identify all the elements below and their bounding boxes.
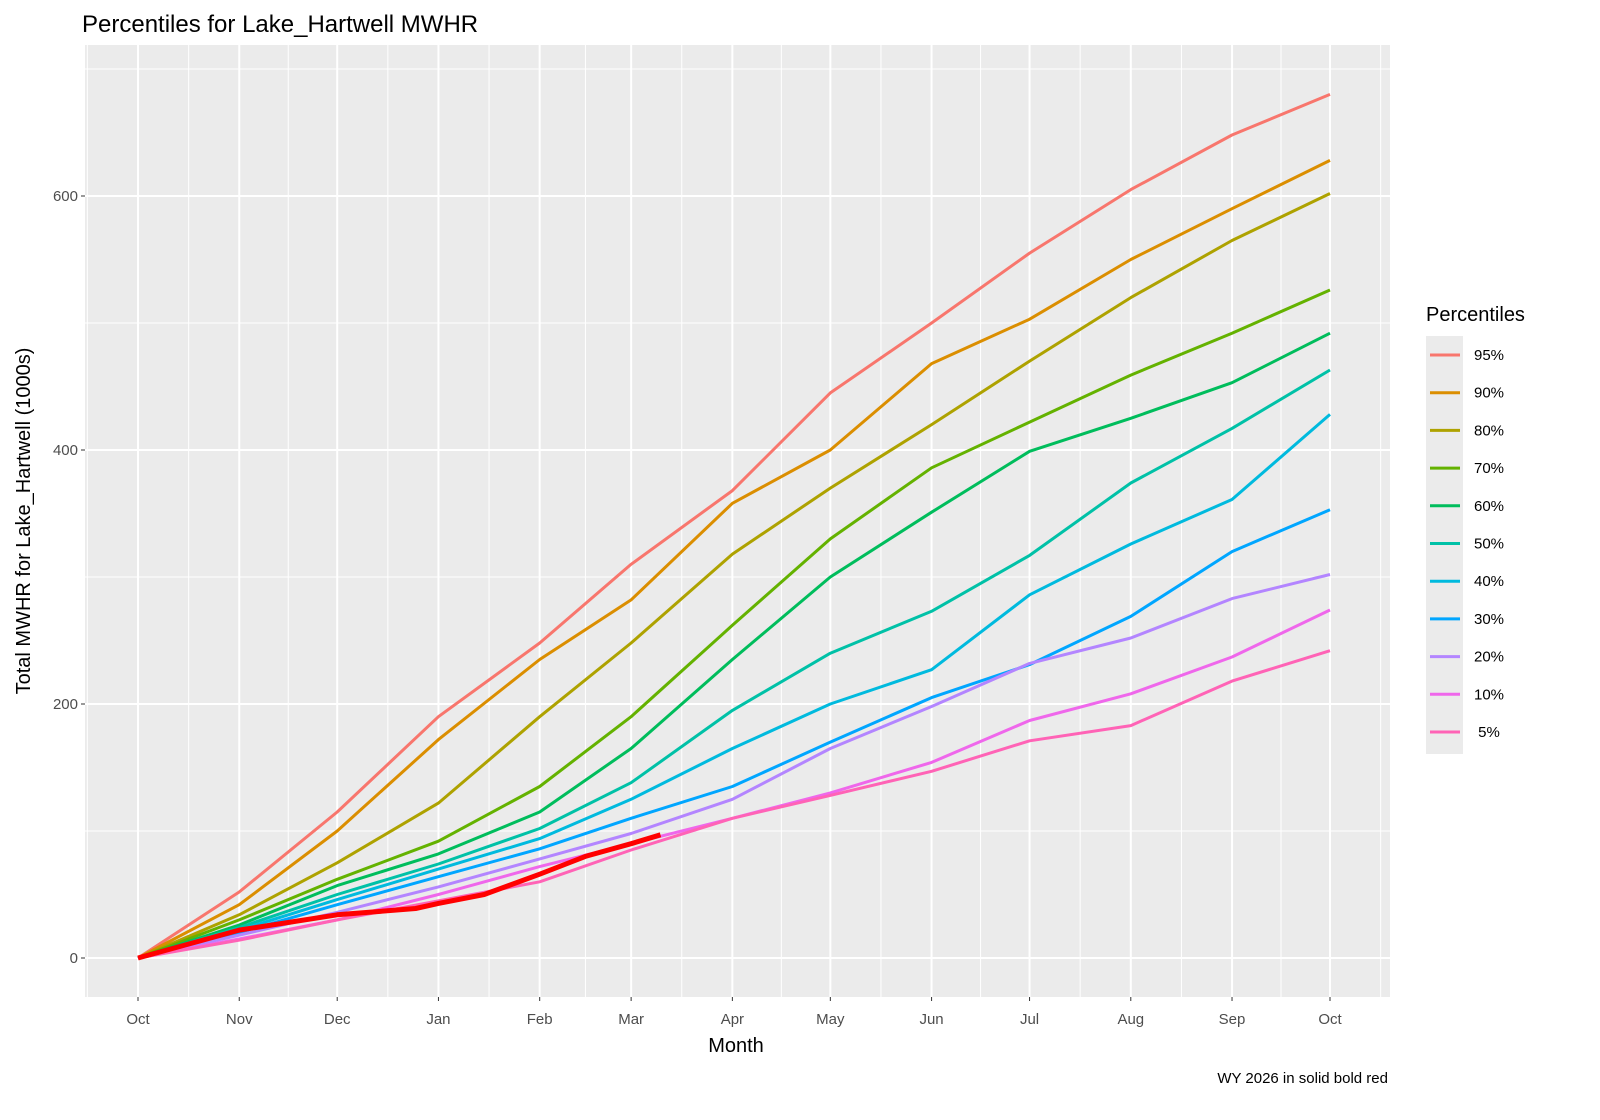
series-line-40pct [137,413,1331,960]
y-tick-label: 0 [70,950,78,967]
series-line-60pct [137,331,1331,960]
series-line-50pct [137,368,1331,960]
x-axis-ticks: Oct Nov Dec Jan Feb Mar Apr May Jun Jul Aug Sep Oct [126,997,1342,1028]
x-tick-label: Jan [426,1011,450,1028]
x-tick-label: May [816,1011,845,1028]
x-tick-label: Dec [324,1011,351,1028]
x-tick-label: Sep [1219,1011,1246,1028]
series-line-70pct [137,288,1331,960]
legend-label: 50% [1474,536,1504,553]
series-line-95pct [137,93,1331,960]
x-tick-label: Oct [1318,1011,1342,1028]
legend-label: 95% [1474,347,1504,364]
legend: 95% 90% 80% 70% 60% 50% 40% 30% 20% 10% 5% [1426,336,1504,754]
x-tick-label: Aug [1117,1011,1144,1028]
legend-label: 60% [1474,498,1504,515]
legend-label: 20% [1474,649,1504,666]
legend-label: 90% [1474,385,1504,402]
y-axis-label: Total MWHR for Lake_Hartwell (1000s) [13,348,35,695]
series-line-30pct [137,508,1331,960]
legend-label: 70% [1474,460,1504,477]
plot-panel [85,45,1390,997]
legend-label: 30% [1474,611,1504,628]
y-axis-ticks: 0 200 400 600 [53,188,85,967]
legend-label: 10% [1474,686,1504,703]
x-tick-label: Feb [527,1011,553,1028]
x-tick-label: Jun [919,1011,943,1028]
x-tick-label: Oct [126,1011,150,1028]
series-line-5pct [137,649,1331,960]
caption: WY 2026 in solid bold red [1217,1070,1388,1087]
chart-title: Percentiles for Lake_Hartwell MWHR [82,11,478,38]
y-tick-label: 400 [53,442,78,459]
grid-lines [85,45,1390,997]
x-axis-label: Month [708,1035,764,1057]
legend-label: 40% [1474,573,1504,590]
series-lines [137,93,1331,961]
x-tick-label: Jul [1020,1011,1039,1028]
x-tick-label: Nov [226,1011,253,1028]
x-tick-label: Apr [721,1011,744,1028]
legend-label: 5% [1474,724,1500,741]
y-tick-label: 200 [53,696,78,713]
series-line-80pct [137,192,1331,960]
x-tick-label: Mar [618,1011,644,1028]
legend-label: 80% [1474,422,1504,439]
current-year-line [137,832,662,961]
series-line-90pct [137,159,1331,960]
legend-title: Percentiles [1426,304,1525,326]
y-tick-label: 600 [53,188,78,205]
